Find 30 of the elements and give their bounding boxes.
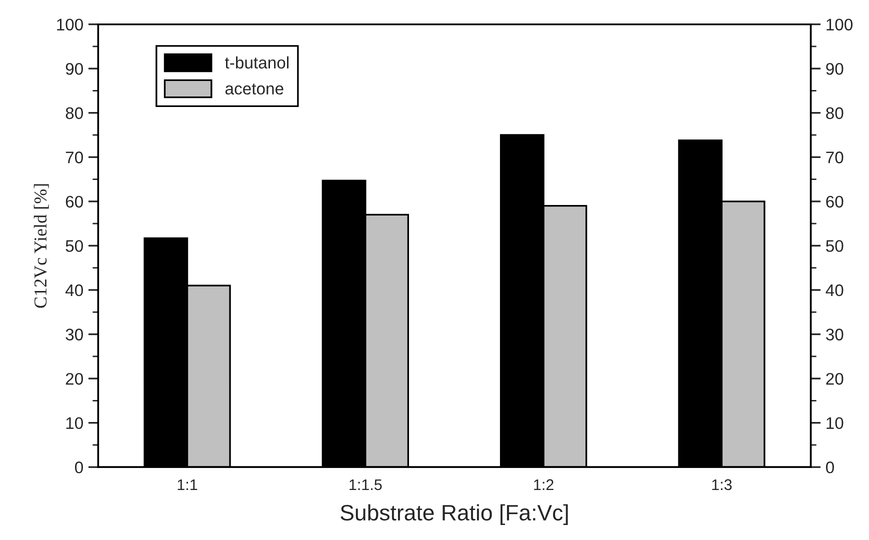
legend-label: acetone	[225, 84, 284, 95]
y-tick-label: 40	[65, 284, 83, 296]
x-tick-label: 1:3	[712, 479, 732, 490]
y2-tick-label: 90	[826, 62, 844, 75]
y2-tick-label: 50	[826, 240, 844, 252]
y2-tick-label: 20	[826, 372, 844, 385]
y-tick-label: 30	[66, 328, 83, 340]
y2-tick-label: 100	[826, 18, 853, 31]
y-tick-label: 0	[74, 462, 83, 474]
y2-tick-label: 30	[826, 328, 844, 340]
x-tick-label: 1:1	[178, 479, 198, 490]
y-tick-label: 90	[66, 62, 83, 75]
y2-tick-label: 80	[826, 107, 844, 120]
x-axis-title: Substrate Ratio [Fa:Vc]	[340, 504, 568, 525]
y-axis-title: C12Vc Yield [%]	[34, 184, 49, 308]
y-tick-label: 100	[57, 18, 83, 31]
y2-tick-label: 0	[826, 462, 834, 474]
y2-tick-label: 10	[826, 417, 844, 430]
x-tick-label: 1:2	[534, 479, 554, 490]
y-tick-label: 80	[66, 107, 83, 120]
y2-tick-label: 40	[826, 284, 844, 296]
y-tick-label: 10	[66, 417, 83, 430]
y2-tick-label: 70	[826, 152, 844, 164]
legend-label: t-butanol	[224, 56, 288, 69]
y-tick-label: 50	[66, 240, 83, 252]
y-tick-label: 60	[66, 196, 83, 208]
y2-tick-label: 60	[826, 196, 844, 208]
y-tick-label: 20	[66, 372, 83, 385]
y-tick-label: 70	[66, 152, 83, 164]
x-tick-label: 1:1.5	[350, 479, 382, 490]
